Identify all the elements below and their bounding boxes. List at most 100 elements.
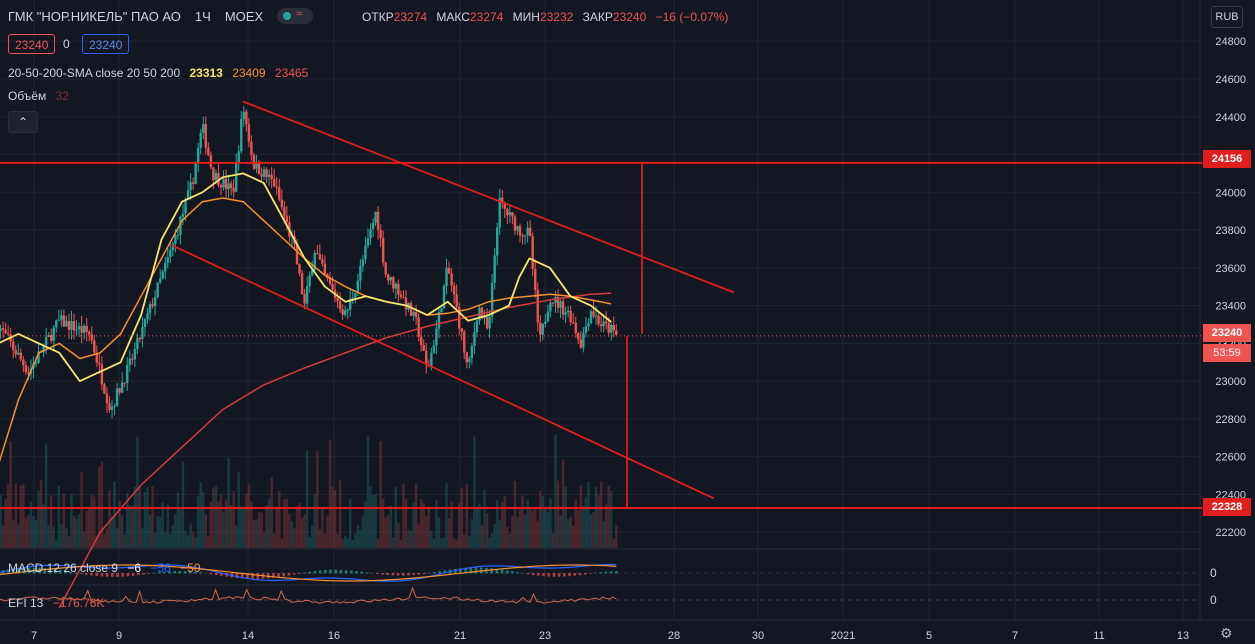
candle-body bbox=[227, 183, 230, 190]
macd-histogram-bar bbox=[7, 569, 10, 574]
candle-body bbox=[250, 141, 253, 155]
candle-body bbox=[374, 211, 377, 223]
volume-bar bbox=[366, 436, 370, 548]
volume-bar bbox=[437, 517, 441, 548]
volume-bar bbox=[376, 538, 380, 548]
candle-body bbox=[247, 124, 251, 142]
macd-histogram-bar bbox=[552, 573, 556, 577]
volume-bar bbox=[209, 501, 213, 548]
volume-bar bbox=[359, 529, 362, 548]
volume-bar bbox=[199, 482, 202, 548]
last-price-tag: 23240 bbox=[1203, 324, 1251, 342]
macd-histogram-bar bbox=[370, 572, 374, 574]
volume-bar bbox=[612, 538, 615, 548]
volume-bar bbox=[6, 484, 10, 548]
sell-button[interactable]: 23240 bbox=[8, 34, 56, 54]
volume-bar bbox=[252, 519, 256, 548]
gear-icon[interactable]: ⚙ bbox=[1220, 625, 1233, 641]
macd-histogram-bar bbox=[324, 569, 327, 574]
candle-body bbox=[316, 252, 319, 255]
currency-button[interactable]: RUB bbox=[1211, 6, 1243, 28]
volume-bar bbox=[161, 502, 164, 548]
candle-body bbox=[341, 309, 344, 315]
sma-legend[interactable]: 20-50-200-SMA close 20 50 200 23313 2340… bbox=[8, 66, 309, 80]
macd-histogram-bar bbox=[100, 573, 104, 577]
candle-body bbox=[442, 285, 446, 309]
candle-body bbox=[394, 283, 398, 289]
candle-body bbox=[311, 269, 314, 276]
volume-bar bbox=[440, 538, 443, 548]
candle-body bbox=[270, 174, 273, 180]
macd-histogram-bar bbox=[194, 571, 197, 574]
macd-histogram-bar bbox=[464, 567, 467, 574]
macd-legend[interactable]: MACD 12 26 close 9 −6 −56 −50 bbox=[8, 561, 201, 575]
candle-body bbox=[212, 167, 215, 181]
macd-histogram-bar bbox=[459, 568, 462, 574]
candle-body bbox=[60, 315, 63, 320]
macd-histogram-bar bbox=[90, 573, 93, 576]
buy-button[interactable]: 23240 bbox=[82, 34, 130, 54]
candle-body bbox=[414, 311, 418, 318]
volume-bar bbox=[523, 514, 527, 548]
candle-body bbox=[146, 313, 149, 320]
volume-bar bbox=[501, 501, 504, 548]
candle-body bbox=[95, 352, 99, 363]
candle-body bbox=[493, 255, 496, 283]
efi-legend[interactable]: EFI 13 −176.76K bbox=[8, 596, 105, 610]
candle-body bbox=[582, 332, 585, 348]
symbol-title[interactable]: ГМК "НОР.НИКЕЛЬ" ПАО АО bbox=[8, 8, 181, 24]
volume-bar bbox=[105, 528, 109, 548]
candle-body bbox=[323, 263, 327, 275]
x-tick-label: 23 bbox=[539, 630, 551, 642]
volume-bar bbox=[262, 532, 266, 548]
volume-bar bbox=[579, 485, 583, 548]
macd-histogram-bar bbox=[344, 570, 348, 574]
volume-bar bbox=[554, 434, 557, 548]
y-tick-label: 24800 bbox=[1215, 36, 1246, 48]
volume-legend[interactable]: Объём 32 bbox=[8, 89, 69, 103]
candle-body bbox=[572, 322, 575, 324]
candle-body bbox=[389, 277, 392, 281]
macd-histogram-bar bbox=[505, 570, 509, 574]
candle-body bbox=[564, 312, 567, 315]
candle-body bbox=[422, 344, 425, 351]
candle-body bbox=[450, 273, 453, 286]
macd-histogram-bar bbox=[329, 569, 332, 574]
interval-label[interactable]: 1Ч bbox=[194, 8, 211, 24]
macd-histogram-bar bbox=[204, 572, 208, 574]
volume-bar bbox=[93, 496, 96, 548]
volume-bar bbox=[412, 502, 415, 548]
volume-bar bbox=[556, 480, 560, 548]
volume-bar bbox=[278, 491, 281, 548]
candle-body bbox=[392, 277, 395, 289]
candle-body bbox=[194, 163, 197, 184]
macd-histogram-bar bbox=[453, 568, 457, 574]
candle-body bbox=[44, 337, 48, 346]
macd-histogram-bar bbox=[365, 572, 369, 574]
macd-histogram-bar bbox=[531, 573, 535, 576]
candle-body bbox=[166, 257, 169, 263]
candle-body bbox=[369, 229, 372, 239]
candle-body bbox=[207, 147, 210, 156]
macd-histogram-bar bbox=[615, 570, 618, 574]
volume-bar bbox=[321, 508, 324, 548]
volume-bar bbox=[4, 498, 7, 548]
volume-bar bbox=[589, 513, 593, 548]
volume-bar bbox=[318, 529, 322, 548]
candle-body bbox=[285, 216, 289, 222]
volume-bar bbox=[602, 520, 605, 548]
macd-histogram-bar bbox=[282, 573, 286, 577]
volume-bar bbox=[584, 496, 588, 548]
y-tick-label: 24400 bbox=[1215, 112, 1246, 124]
macd-histogram-bar bbox=[303, 572, 306, 574]
collapse-legend-button[interactable]: ⌃ bbox=[8, 111, 38, 133]
volume-bar bbox=[419, 499, 423, 548]
volume-bar bbox=[47, 525, 50, 548]
candle-body bbox=[300, 273, 304, 295]
candle-body bbox=[90, 334, 93, 341]
y-tick-label: 22600 bbox=[1215, 452, 1246, 464]
macd-histogram-bar bbox=[547, 573, 551, 577]
market-status-toggle[interactable]: ≈ bbox=[277, 8, 314, 24]
volume-bar bbox=[17, 523, 20, 548]
